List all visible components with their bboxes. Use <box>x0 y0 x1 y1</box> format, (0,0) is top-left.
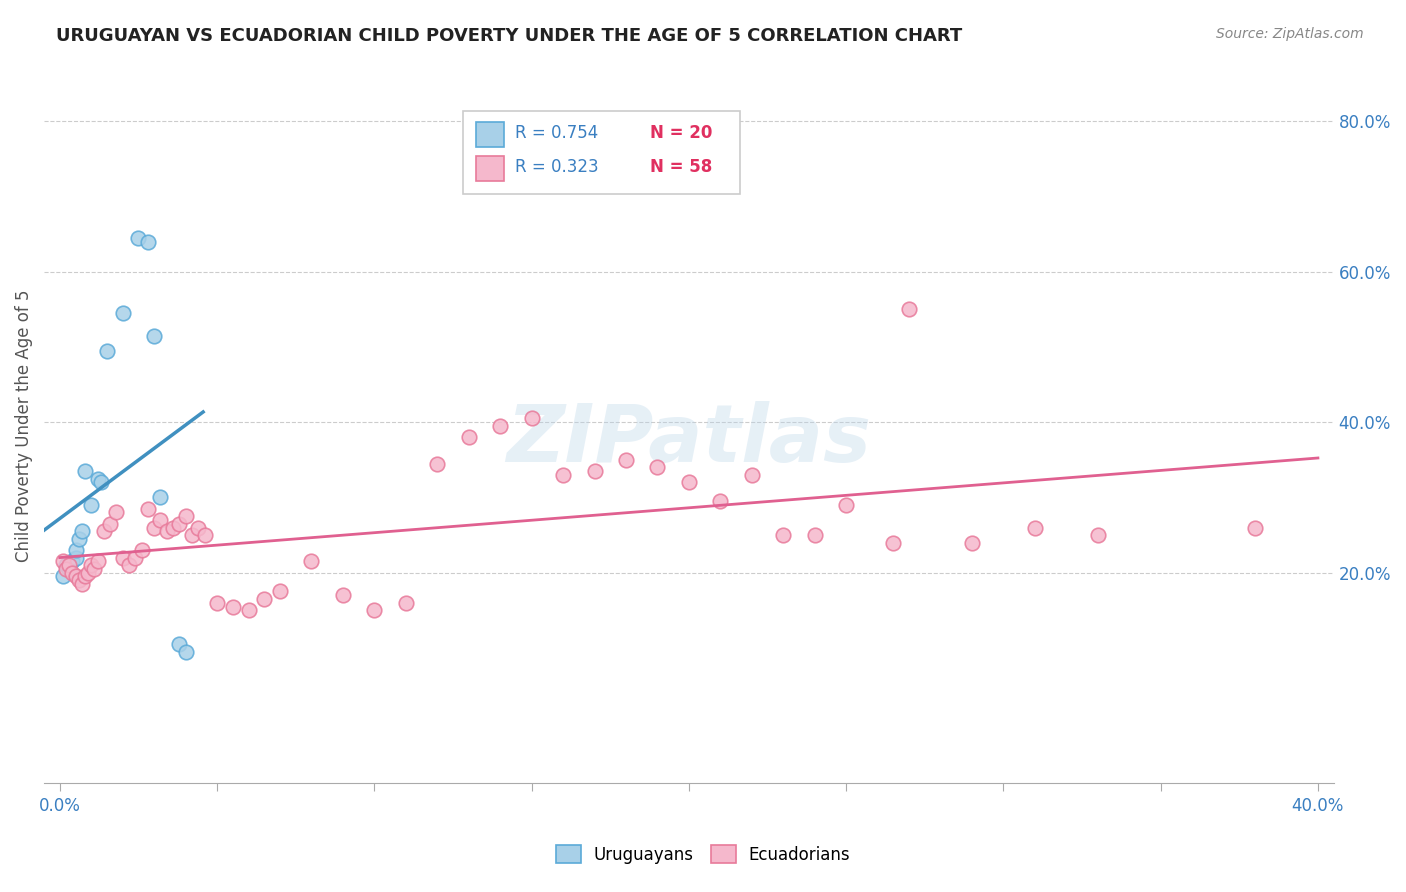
Point <box>395 596 418 610</box>
Point <box>898 302 921 317</box>
Point <box>136 235 159 249</box>
Point <box>205 596 228 610</box>
Point <box>156 524 179 539</box>
Point <box>169 637 191 651</box>
Point <box>93 524 115 539</box>
Point <box>583 464 606 478</box>
Point <box>803 528 825 542</box>
Text: ZIPatlas: ZIPatlas <box>506 401 872 479</box>
Point <box>426 457 449 471</box>
Text: N = 58: N = 58 <box>650 158 713 176</box>
Point <box>80 558 103 573</box>
Point <box>67 532 90 546</box>
Point <box>62 566 84 580</box>
Point <box>131 543 153 558</box>
Point <box>1024 520 1046 534</box>
Point <box>960 535 983 549</box>
Point <box>193 528 215 542</box>
Point <box>772 528 794 542</box>
Point <box>332 588 354 602</box>
Text: Source: ZipAtlas.com: Source: ZipAtlas.com <box>1216 27 1364 41</box>
Point <box>98 516 121 531</box>
Point <box>124 550 146 565</box>
Point <box>678 475 700 490</box>
Point <box>65 569 87 583</box>
Point <box>65 543 87 558</box>
Point <box>96 343 118 358</box>
Point <box>647 460 669 475</box>
Point <box>149 513 172 527</box>
Point <box>149 491 172 505</box>
Point <box>301 554 323 568</box>
Point <box>73 569 96 583</box>
Point <box>105 506 128 520</box>
Point <box>83 562 105 576</box>
Point <box>222 599 245 614</box>
Text: R = 0.323: R = 0.323 <box>515 158 599 176</box>
Point <box>489 419 512 434</box>
Point <box>1087 528 1109 542</box>
Point <box>882 535 904 549</box>
Point <box>741 467 763 482</box>
Point <box>80 498 103 512</box>
Point <box>52 554 75 568</box>
Legend: Uruguayans, Ecuadorians: Uruguayans, Ecuadorians <box>548 838 858 871</box>
Point <box>457 430 479 444</box>
Text: N = 20: N = 20 <box>650 124 713 142</box>
FancyBboxPatch shape <box>463 112 741 194</box>
Point <box>58 562 80 576</box>
Text: R = 0.754: R = 0.754 <box>515 124 598 142</box>
Point <box>162 520 184 534</box>
Point <box>52 569 75 583</box>
Point <box>143 520 166 534</box>
Point <box>253 592 276 607</box>
Y-axis label: Child Poverty Under the Age of 5: Child Poverty Under the Age of 5 <box>15 290 32 562</box>
Point <box>169 516 191 531</box>
Point <box>65 550 87 565</box>
Point <box>363 603 385 617</box>
Point <box>835 498 858 512</box>
Point <box>111 306 134 320</box>
Point <box>181 528 204 542</box>
Point <box>90 475 112 490</box>
Point <box>70 577 93 591</box>
Point <box>238 603 260 617</box>
Point <box>174 509 197 524</box>
Text: URUGUAYAN VS ECUADORIAN CHILD POVERTY UNDER THE AGE OF 5 CORRELATION CHART: URUGUAYAN VS ECUADORIAN CHILD POVERTY UN… <box>56 27 963 45</box>
Point <box>143 328 166 343</box>
Point <box>70 524 93 539</box>
Point <box>73 464 96 478</box>
Point <box>118 558 141 573</box>
Point <box>67 573 90 587</box>
Point <box>520 411 543 425</box>
Point <box>58 558 80 573</box>
Point <box>86 472 108 486</box>
FancyBboxPatch shape <box>477 156 505 181</box>
Point <box>55 558 77 573</box>
Point <box>269 584 291 599</box>
FancyBboxPatch shape <box>477 122 505 147</box>
Point <box>551 467 574 482</box>
Point <box>77 566 100 580</box>
Point <box>187 520 209 534</box>
Point <box>62 554 84 568</box>
Point <box>86 554 108 568</box>
Point <box>614 452 637 467</box>
Point <box>1244 520 1267 534</box>
Point <box>709 494 731 508</box>
Point <box>111 550 134 565</box>
Point <box>174 645 197 659</box>
Point <box>55 562 77 576</box>
Point <box>136 501 159 516</box>
Point <box>127 231 149 245</box>
